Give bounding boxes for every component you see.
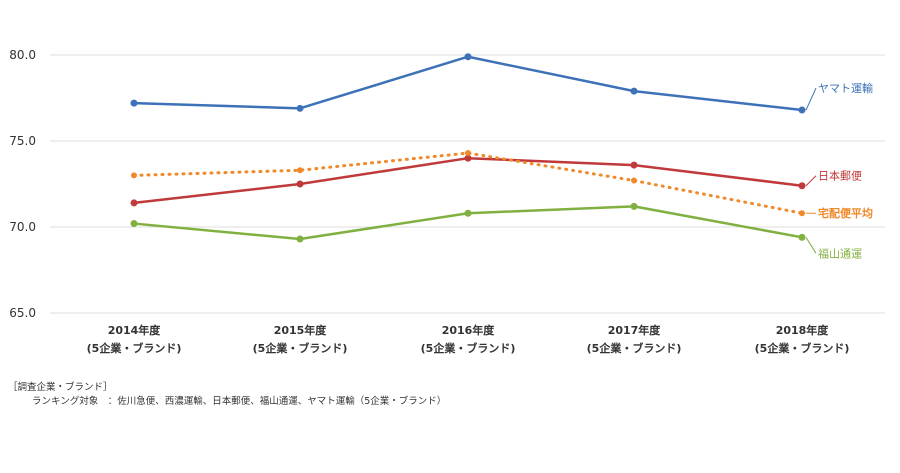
x-tick-sublabel-4: (5企業・ブランド) <box>755 341 850 355</box>
data-point-3-2 <box>464 209 472 217</box>
data-point-1-4 <box>798 182 806 190</box>
y-tick-label-80.0: 80.0 <box>9 48 36 62</box>
x-tick-sublabel-0: (5企業・ブランド) <box>87 341 182 355</box>
x-tick-label-1: 2015年度 <box>274 323 328 337</box>
series-group <box>130 53 806 243</box>
x-tick-sublabel-1: (5企業・ブランド) <box>253 341 348 355</box>
x-tick-label-4: 2018年度 <box>776 323 830 337</box>
data-point-3-3 <box>630 202 638 210</box>
data-point-2-1 <box>297 167 303 174</box>
series-label-1: 日本郵便 <box>818 169 862 183</box>
x-tick-sublabel-3: (5企業・ブランド) <box>587 341 682 355</box>
footnote: ［調査企業・ブランド］ ランキング対象 ：佐川急便、西濃運輸、日本郵便、福山通運… <box>8 381 446 409</box>
data-point-3-4 <box>798 233 806 241</box>
y-tick-label-75.0: 75.0 <box>9 134 36 148</box>
footnote-heading: ［調査企業・ブランド］ <box>8 382 113 393</box>
data-point-2-4 <box>799 210 805 217</box>
data-point-0-0 <box>130 99 138 107</box>
grid-lines <box>50 54 885 314</box>
x-axis-ticks: 2014年度 (5企業・ブランド) 2015年度 (5企業・ブランド) 2016年度 (5… <box>87 323 850 355</box>
data-point-3-1 <box>296 235 304 243</box>
data-point-0-4 <box>798 106 806 114</box>
x-tick-label-2: 2016年度 <box>442 323 496 337</box>
footnote-target-list: ランキング対象 ：佐川急便、西濃運輸、日本郵便、福山通運、ヤマト運輸（5企業・ブ… <box>32 396 447 407</box>
y-tick-label-70.0: 70.0 <box>9 220 36 234</box>
x-tick-label-3: 2017年度 <box>608 323 662 337</box>
series-line-2 <box>132 151 804 215</box>
data-point-0-1 <box>296 104 304 112</box>
data-point-0-2 <box>464 53 472 61</box>
series-leader-0 <box>805 87 817 111</box>
series-line-0 <box>132 55 804 112</box>
data-point-2-3 <box>631 177 637 184</box>
data-point-1-0 <box>130 199 138 207</box>
series-label-2: 宅配便平均 <box>818 206 873 220</box>
data-point-1-2 <box>464 154 472 162</box>
y-tick-label-65.0: 65.0 <box>9 306 36 320</box>
series-leader-3 <box>805 237 817 254</box>
series-label-3: 福山通運 <box>818 246 862 260</box>
data-point-3-0 <box>130 220 138 228</box>
data-point-2-2 <box>465 150 471 157</box>
data-point-2-0 <box>131 172 137 179</box>
series-label-0: ヤマト運輸 <box>818 81 873 95</box>
x-tick-sublabel-2: (5企業・ブランド) <box>421 341 516 355</box>
x-tick-label-0: 2014年度 <box>108 323 162 337</box>
data-point-1-1 <box>296 180 304 188</box>
series-line-1 <box>132 156 804 205</box>
data-point-0-3 <box>630 87 638 95</box>
y-axis-ticks: 65.0 70.0 75.0 80.0 <box>9 48 36 320</box>
series-leader-1 <box>805 175 817 187</box>
data-point-1-3 <box>630 161 638 169</box>
